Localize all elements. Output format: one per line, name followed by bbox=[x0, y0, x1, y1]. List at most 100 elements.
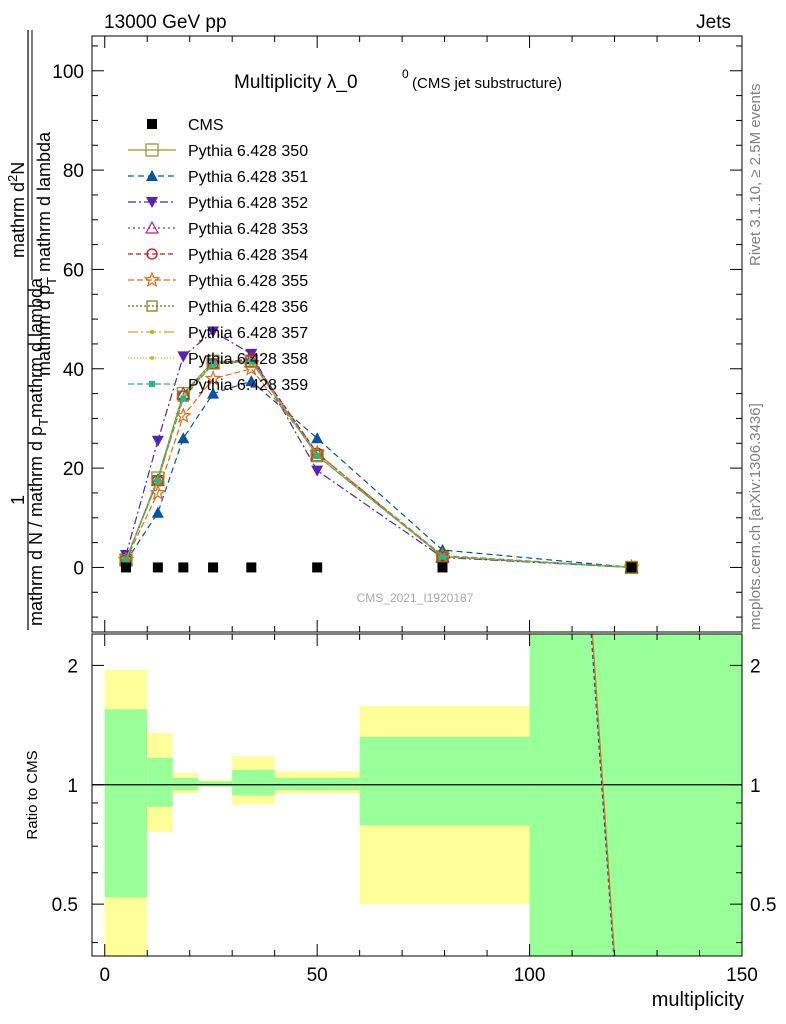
y-tick-label: 0 bbox=[73, 558, 84, 579]
series-10-point bbox=[248, 358, 255, 365]
legend-marker bbox=[146, 248, 158, 260]
x-tick-label: 0 bbox=[99, 965, 110, 986]
series-1-point bbox=[206, 354, 220, 368]
series-7-point bbox=[152, 474, 164, 487]
main-plot-content bbox=[117, 326, 640, 575]
series-3-point bbox=[207, 326, 220, 338]
ratio-plot-frame bbox=[91, 633, 743, 957]
series-7-point bbox=[311, 450, 323, 462]
y-tick-label: 60 bbox=[63, 260, 84, 281]
ratio-y-tick-label: 2 bbox=[67, 656, 78, 677]
series-line-2 bbox=[125, 380, 632, 568]
ratio-line-0 bbox=[590, 633, 615, 957]
main-subtitle: (CMS jet substructure) bbox=[412, 75, 562, 92]
series-line-10 bbox=[125, 360, 632, 568]
ratio-band-green-4 bbox=[232, 769, 275, 796]
ratio-band-green-2 bbox=[172, 778, 199, 791]
cms-data-point bbox=[152, 562, 163, 573]
legend-marker bbox=[149, 381, 155, 387]
ylabel-one: 1 bbox=[8, 495, 28, 505]
y-tick-label: 80 bbox=[63, 161, 84, 182]
ratio-y-axis-label: Ratio to CMS bbox=[24, 750, 41, 839]
series-6-point bbox=[204, 370, 222, 386]
y-tick-label: 20 bbox=[63, 459, 84, 480]
x-tick-label: 100 bbox=[514, 965, 546, 986]
main-y-axis-label: 1 mathrm d N / mathrm d pTmathrm d lambd… bbox=[5, 30, 59, 630]
analysis-watermark: CMS_2021_I1920187 bbox=[357, 591, 474, 605]
legend-label: Pythia 6.428 354 bbox=[188, 247, 308, 264]
series-2-point bbox=[151, 506, 164, 518]
legend-label: Pythia 6.428 353 bbox=[188, 221, 308, 238]
series-10-point bbox=[154, 477, 161, 484]
legend-marker bbox=[146, 197, 158, 208]
ratio-band-green-1 bbox=[147, 757, 173, 807]
legend-label: Pythia 6.428 357 bbox=[188, 325, 308, 342]
ratio-band-green-0 bbox=[104, 709, 148, 898]
series-2-point bbox=[245, 375, 258, 387]
legend-marker bbox=[150, 330, 154, 334]
cms-data-point bbox=[626, 562, 637, 573]
legend-marker bbox=[144, 220, 160, 234]
legend-label: Pythia 6.428 358 bbox=[188, 351, 308, 368]
series-3-point bbox=[177, 351, 190, 363]
ratio-y-tick-label-right: 0.5 bbox=[750, 895, 776, 916]
legend-marker bbox=[147, 119, 157, 129]
cms-data-point bbox=[312, 562, 323, 573]
main-title-text: Multiplicity λ_0 bbox=[234, 72, 358, 93]
legend-marker bbox=[150, 356, 154, 360]
ratio-band-green-3 bbox=[198, 781, 233, 787]
legend-marker bbox=[146, 170, 158, 181]
ratio-y-tick-label: 0.5 bbox=[52, 895, 78, 916]
x-axis-label: multiplicity bbox=[652, 989, 744, 1011]
legend-marker bbox=[143, 271, 161, 288]
ylabel-frac-den: mathrm d pT mathrm d lambda bbox=[34, 131, 59, 376]
series-2-point bbox=[207, 387, 220, 399]
mcplots-label: mcplots.cern.ch [arXiv:1306.3436] bbox=[747, 403, 764, 630]
series-10-point bbox=[439, 553, 446, 560]
ylabel-frac-num: mathrm d2N bbox=[5, 162, 28, 258]
main-plot-frame bbox=[91, 35, 743, 633]
cms-data-point bbox=[178, 562, 189, 573]
x-tick-label: 150 bbox=[726, 965, 758, 986]
series-10-point bbox=[314, 452, 321, 459]
series-1-point bbox=[151, 471, 165, 485]
ratio-y-tick-label-right: 2 bbox=[750, 656, 761, 677]
ratio-line-1 bbox=[591, 633, 616, 957]
series-3-point bbox=[311, 465, 324, 477]
series-10-point bbox=[180, 395, 187, 402]
series-10-point bbox=[210, 360, 217, 367]
y-tick-label: 100 bbox=[52, 62, 84, 83]
ylabel-bottom: mathrm d N / mathrm d pTmathrm d lambda bbox=[26, 277, 51, 626]
x-tick-label: 50 bbox=[307, 965, 328, 986]
cms-data-point bbox=[246, 562, 257, 573]
header-energy-label: 13000 GeV pp bbox=[104, 12, 227, 33]
legend-marker bbox=[146, 300, 158, 312]
rivet-version-label: Rivet 3.1.10, ≥ 2.5M events bbox=[747, 84, 764, 267]
series-2-point bbox=[177, 432, 190, 444]
legend-label: CMS bbox=[188, 117, 224, 134]
main-plot-area: CMS_2021_I1920187 Multiplicity λ_0 0 (CM… bbox=[91, 35, 743, 633]
legend-label: Pythia 6.428 359 bbox=[188, 377, 308, 394]
main-title-superscript: 0 bbox=[402, 67, 409, 81]
cms-data-point bbox=[208, 562, 219, 573]
legend-label: Pythia 6.428 356 bbox=[188, 299, 308, 316]
series-line-3 bbox=[125, 330, 632, 568]
series-3-point bbox=[151, 435, 164, 447]
main-title: Multiplicity λ_0 0 (CMS jet substructure… bbox=[234, 67, 562, 93]
header-category-label: Jets bbox=[696, 12, 731, 33]
legend-label: Pythia 6.428 350 bbox=[188, 143, 308, 160]
ratio-band-green-5 bbox=[274, 778, 360, 791]
ratio-y-tick-label-right: 1 bbox=[750, 776, 761, 797]
series-1-point bbox=[310, 449, 324, 463]
ratio-band-green-7 bbox=[529, 634, 742, 956]
legend: CMS Pythia 6.428 350 Pythia 6.428 351 Pythi… bbox=[128, 117, 308, 394]
legend-label: Pythia 6.428 352 bbox=[188, 195, 308, 212]
legend-label: Pythia 6.428 355 bbox=[188, 273, 308, 290]
ratio-y-tick-label: 1 bbox=[67, 776, 78, 797]
cms-data-point bbox=[120, 562, 131, 573]
series-10-point bbox=[122, 556, 129, 563]
legend-marker bbox=[145, 143, 159, 157]
series-line-6 bbox=[125, 368, 632, 568]
series-6-point bbox=[149, 484, 167, 500]
